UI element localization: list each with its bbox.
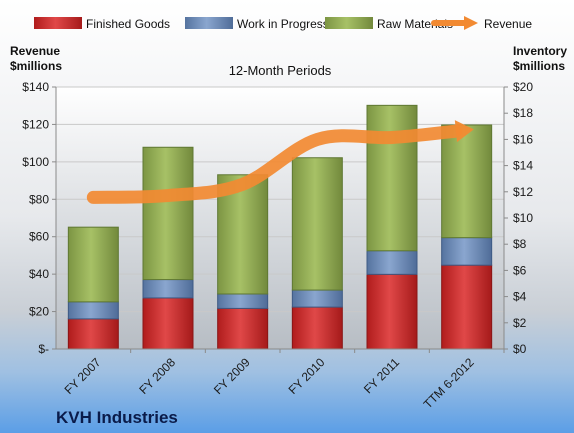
right-tick-label: $10 [513,211,533,225]
left-tick-label: $20 [29,305,49,319]
legend-label-finished-goods: Finished Goods [86,17,170,31]
right-tick-label: $8 [513,237,527,251]
bar-work-in-progress [142,279,194,299]
left-tick-label: $120 [22,117,49,131]
bar-raw-materials [291,157,343,291]
company-name: KVH Industries [56,408,178,427]
bar-work-in-progress [291,289,343,308]
left-tick-label: $100 [22,155,49,169]
right-axis-title-line1: Inventory [513,44,567,58]
bar-raw-materials [441,124,493,239]
right-tick-label: $16 [513,132,533,146]
chart-subtitle: 12-Month Periods [229,63,332,78]
bar-finished-goods [67,318,119,350]
bar-finished-goods [366,273,418,350]
legend: Finished Goods Work in Progress Raw Mate… [34,16,532,31]
bar-finished-goods [142,297,194,350]
bars [67,104,493,350]
right-tick-label: $14 [513,159,533,173]
legend-swatch-raw-materials [325,17,373,29]
legend-swatch-revenue [431,16,478,30]
bar-finished-goods [441,264,493,350]
right-tick-label: $0 [513,342,527,356]
left-tick-label: $60 [29,230,49,244]
revenue-series [86,120,474,204]
bar-raw-materials [67,226,119,303]
left-tick-label: $80 [29,192,49,206]
right-axis-ticks: $0 $2 $4 $6 $8 $10 $12 $14 $16 $18 $20 [504,80,533,356]
legend-label-revenue: Revenue [484,17,532,31]
plot-area [56,87,504,349]
bar-work-in-progress [67,301,119,320]
left-tick-label: $40 [29,267,49,281]
right-tick-label: $20 [513,80,533,94]
revenue-line [86,124,463,204]
bar-finished-goods [217,307,269,350]
legend-swatch-work-in-progress [185,17,233,29]
right-tick-label: $2 [513,316,527,330]
left-axis-ticks: $- $20 $40 $60 $80 $100 $120 $140 [22,80,56,356]
right-tick-label: $4 [513,290,527,304]
right-axis-title-line2: $millions [513,59,565,73]
left-axis-title-line2: $millions [10,59,62,73]
bar-raw-materials [366,104,418,252]
left-tick-label: $140 [22,80,49,94]
bar-finished-goods [291,306,343,350]
revenue-arrowhead [454,120,474,143]
legend-label-work-in-progress: Work in Progress [237,17,329,31]
left-axis-title-line1: Revenue [10,44,60,58]
right-tick-label: $6 [513,263,527,277]
right-tick-label: $12 [513,185,533,199]
bar-raw-materials [142,146,194,281]
bar-work-in-progress [366,250,418,275]
bar-work-in-progress [441,237,493,266]
right-tick-label: $18 [513,106,533,120]
legend-swatch-finished-goods [34,17,82,29]
left-tick-label: $- [38,342,49,356]
bar-work-in-progress [217,293,269,309]
